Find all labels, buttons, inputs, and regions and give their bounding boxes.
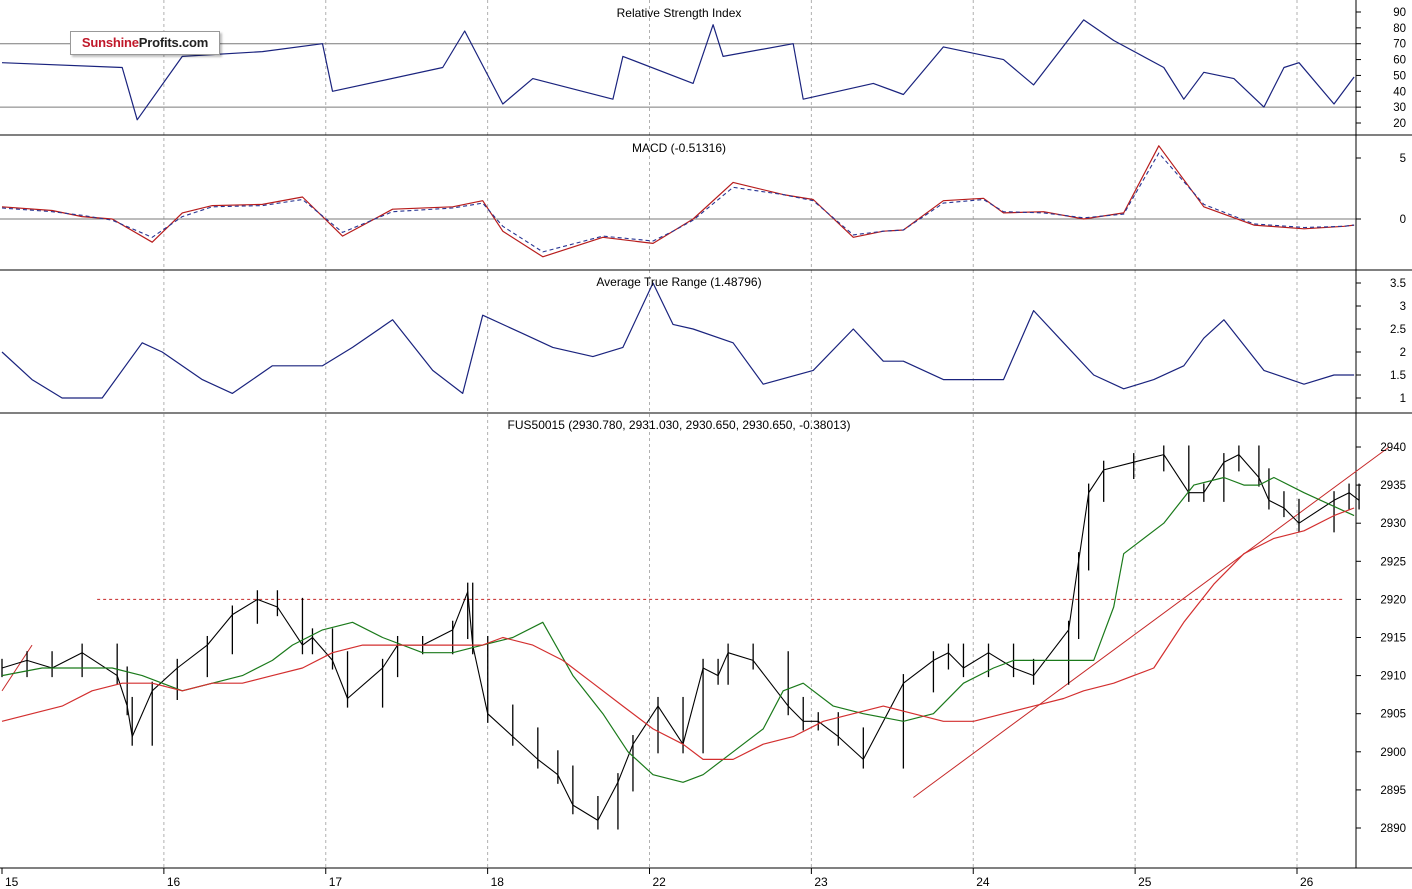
price-ytick-label: 2925 [1380,556,1406,568]
price-line [1,454,1360,821]
xtick-label: 23 [814,875,828,889]
atr-ytick-label: 3.5 [1390,278,1406,290]
rsi-ytick-label: 30 [1393,102,1406,114]
price-ytick-label: 2930 [1380,518,1406,530]
xtick-label: 15 [5,875,19,889]
macd-ytick-label: 0 [1400,214,1406,226]
price-ytick-label: 2905 [1380,709,1406,721]
rsi-ytick-label: 40 [1393,86,1406,98]
trendline [913,446,1390,798]
grid-layer [0,0,1356,868]
price-ytick-label: 2935 [1380,480,1406,492]
macd-title: MACD (-0.51316) [632,141,726,155]
price-title: FUS50015 (2930.780, 2931.030, 2930.650, … [508,418,851,432]
atr-title: Average True Range (1.48796) [596,275,761,289]
rsi-ytick-label: 90 [1393,7,1406,19]
price-ytick-label: 2890 [1380,823,1406,835]
label-layer: Relative Strength Index MACD (-0.51316) … [5,6,1406,889]
rsi-ytick-label: 20 [1393,118,1406,130]
sunshine-profits-logo: SunshineProfits.com [70,31,220,55]
price-ytick-label: 2900 [1380,747,1406,759]
series-layer [1,19,1390,830]
atr-ytick-label: 3 [1400,301,1406,313]
xtick-label: 24 [976,875,990,889]
macd-signal-line [1,152,1355,253]
xtick-label: 17 [329,875,343,889]
rsi-ytick-label: 50 [1393,70,1406,82]
xtick-label: 25 [1138,875,1152,889]
rsi-ytick-label: 60 [1393,55,1406,67]
price-ytick-label: 2910 [1380,671,1406,683]
rsi-title: Relative Strength Index [617,6,742,20]
price-ytick-label: 2915 [1380,633,1406,645]
atr-ytick-label: 2.5 [1390,324,1406,336]
price-ytick-label: 2940 [1380,442,1406,454]
xtick-label: 16 [167,875,181,889]
macd-line [1,145,1355,258]
rsi-ytick-label: 80 [1393,23,1406,35]
atr-ytick-label: 1 [1400,393,1406,405]
xtick-label: 18 [491,875,505,889]
long-moving-average-line [1,507,1355,760]
price-ytick-label: 2895 [1380,785,1406,797]
logo-text-part2: Profits.com [138,35,209,50]
short-moving-average-line [1,476,1355,783]
atr-ytick-label: 1.5 [1390,370,1406,382]
macd-ytick-label: 5 [1400,153,1406,165]
rsi-line [1,19,1355,121]
rsi-ytick-label: 70 [1393,39,1406,51]
price-ytick-label: 2920 [1380,594,1406,606]
xtick-label: 26 [1300,875,1314,889]
atr-line [1,282,1355,399]
xtick-label: 22 [653,875,667,889]
atr-ytick-label: 2 [1400,347,1406,359]
logo-text-part1: Sunshine [81,35,139,50]
